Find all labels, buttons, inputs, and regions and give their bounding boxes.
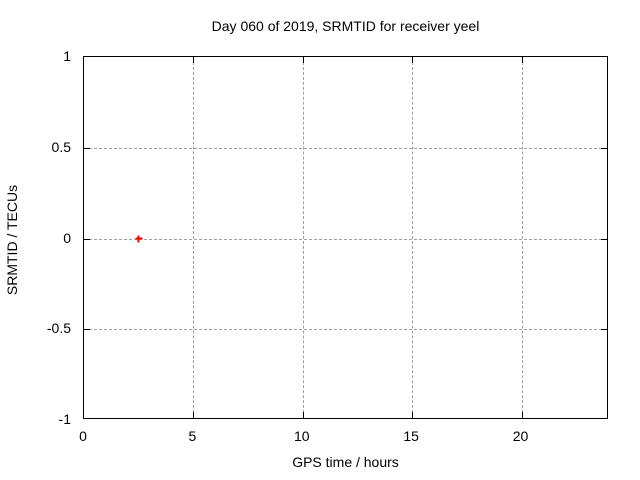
y-tick-label: -1 <box>58 411 71 427</box>
y-tick-label: 0 <box>63 229 71 246</box>
x-tick-label: 20 <box>512 428 529 444</box>
x-tick-mark-bottom <box>412 412 414 418</box>
plot-area <box>83 56 608 419</box>
y-tick-mark-left <box>84 329 90 331</box>
y-tick-label: 0.5 <box>51 138 71 155</box>
x-tick-mark-bottom <box>193 412 195 418</box>
y-tick-label: -0.5 <box>46 320 71 337</box>
gridline-horizontal <box>84 329 607 331</box>
x-tick-mark-top <box>521 57 523 63</box>
y-tick-mark-left <box>84 147 90 149</box>
x-axis-label: GPS time / hours <box>292 454 399 470</box>
gridline-horizontal <box>84 238 607 240</box>
x-tick-mark-bottom <box>302 412 304 418</box>
chart-title: Day 060 of 2019, SRMTID for receiver yee… <box>211 18 480 34</box>
x-tick-mark-top <box>412 57 414 63</box>
gridline-vertical <box>412 57 414 418</box>
y-tick-mark-right <box>601 147 607 149</box>
x-tick-label: 15 <box>403 428 419 444</box>
gridline-vertical <box>193 57 195 418</box>
gridline-horizontal <box>84 147 607 149</box>
gridline-vertical <box>521 57 523 418</box>
y-tick-mark-left <box>84 238 90 240</box>
x-tick-mark-bottom <box>521 412 523 418</box>
y-tick-label: 1 <box>63 48 71 64</box>
x-tick-label: 0 <box>79 428 87 444</box>
y-tick-mark-right <box>601 329 607 331</box>
x-tick-mark-top <box>193 57 195 63</box>
data-point-marker <box>135 235 143 242</box>
x-tick-label: 10 <box>293 428 310 444</box>
x-tick-mark-top <box>302 57 304 63</box>
x-tick-label: 5 <box>188 428 197 444</box>
gridline-vertical <box>302 57 304 418</box>
y-tick-mark-right <box>601 238 607 240</box>
